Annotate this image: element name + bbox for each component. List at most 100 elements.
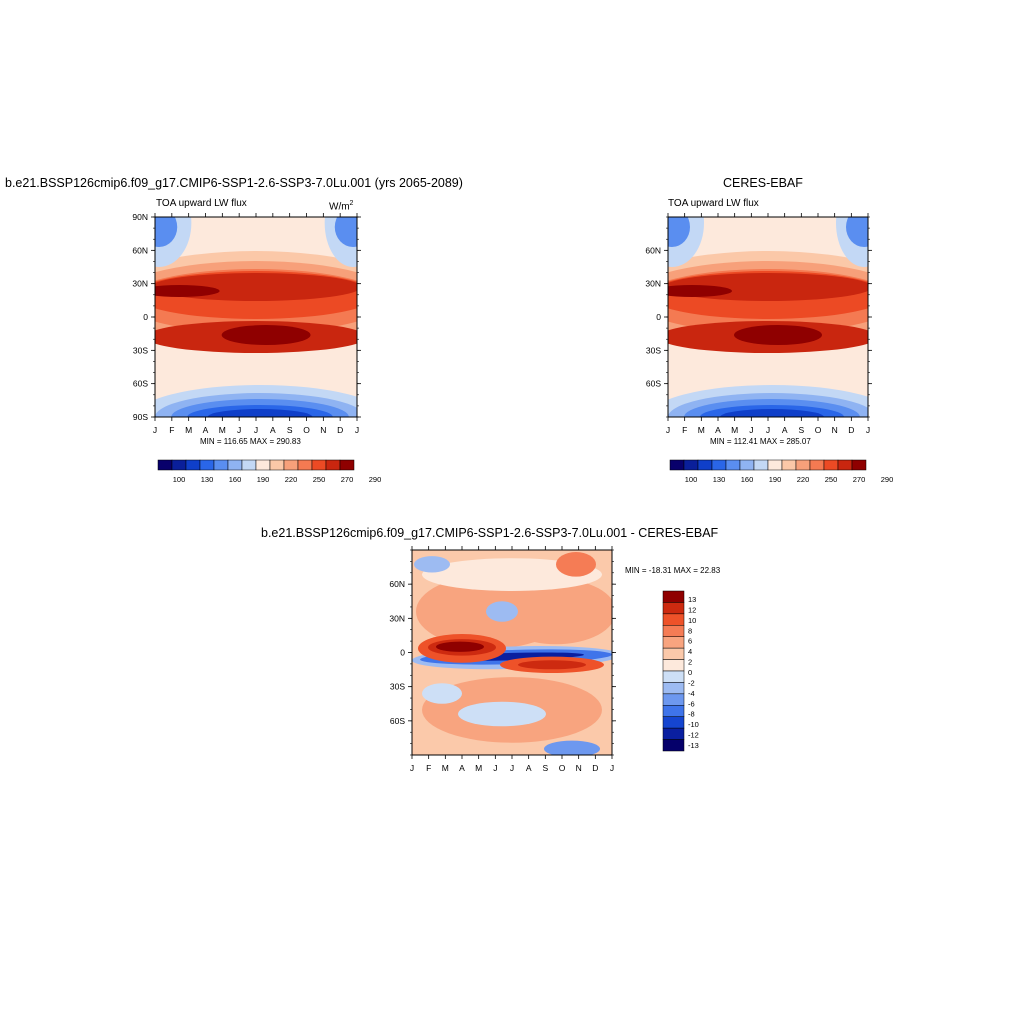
colorbar-label: 270 <box>341 475 354 484</box>
x-tick-label: M <box>442 763 449 773</box>
x-tick-label: N <box>576 763 582 773</box>
colorbar-label: -10 <box>688 720 699 729</box>
x-tick-label: A <box>526 763 532 773</box>
x-tick-label: F <box>426 763 431 773</box>
y-tick-label: 60S <box>646 379 661 389</box>
y-tick-label: 0 <box>143 312 148 322</box>
field-contour <box>518 660 586 670</box>
colorbar-label: 130 <box>201 475 214 484</box>
x-tick-label: M <box>185 425 192 435</box>
x-tick-label: J <box>749 425 753 435</box>
x-tick-label: M <box>731 425 738 435</box>
colorbar-swatch <box>311 459 327 471</box>
x-tick-label: A <box>203 425 209 435</box>
x-tick-label: J <box>766 425 770 435</box>
colorbar-swatch <box>662 602 685 615</box>
x-tick-label: S <box>798 425 804 435</box>
field-contour <box>496 578 612 645</box>
x-tick-label: J <box>410 763 414 773</box>
colorbar-label: 160 <box>741 475 754 484</box>
panel3-field <box>412 550 612 755</box>
colorbars-layer: 100 130 160 190 220 250 270 290 100 130 160 190 220 2… <box>157 459 894 752</box>
field-contour <box>221 325 311 345</box>
x-tick-label: A <box>459 763 465 773</box>
panel1-units-exp: 2 <box>349 200 354 207</box>
colorbar-swatch <box>199 459 215 471</box>
colorbar-swatch <box>297 459 313 471</box>
colorbar-swatch <box>851 459 867 471</box>
colorbar-swatch <box>711 459 727 471</box>
panel2-minmax: MIN = 112.41 MAX = 285.07 <box>710 437 811 446</box>
colorbar-swatch <box>662 659 685 672</box>
colorbar-swatch <box>683 459 699 471</box>
colorbar-swatch <box>795 459 811 471</box>
colorbar-swatch <box>325 459 341 471</box>
colorbar-label: -13 <box>688 741 699 750</box>
colorbar-swatch <box>739 459 755 471</box>
colorbar-swatch <box>662 636 685 649</box>
y-tick-label: 90N <box>132 212 148 222</box>
colorbar-label: -2 <box>688 678 695 687</box>
colorbar-swatch <box>725 459 741 471</box>
colorbar-label: 290 <box>881 475 894 484</box>
x-tick-label: F <box>682 425 687 435</box>
field-contour <box>734 325 822 345</box>
colorbar-label: 130 <box>713 475 726 484</box>
colorbar-label: 13 <box>688 595 696 604</box>
x-tick-label: O <box>303 425 310 435</box>
colorbar-swatch <box>753 459 769 471</box>
x-tick-label: A <box>782 425 788 435</box>
field-contour <box>155 285 220 297</box>
field-contour <box>668 217 690 247</box>
colorbar-label: 100 <box>173 475 186 484</box>
y-tick-label: 0 <box>400 648 405 658</box>
panel1-variable-label: TOA upward LW flux <box>156 198 247 209</box>
colorbar-swatch <box>662 727 685 740</box>
x-tick-label: J <box>610 763 614 773</box>
colorbar-label: 12 <box>688 605 696 614</box>
panel3-minmax: MIN = -18.31 MAX = 22.83 <box>625 566 721 575</box>
x-tick-label: M <box>475 763 482 773</box>
colorbar-label: 250 <box>825 475 838 484</box>
colorbar-label: 220 <box>797 475 810 484</box>
colorbar-swatch <box>171 459 187 471</box>
x-tick-label: S <box>542 763 548 773</box>
x-tick-label: M <box>698 425 705 435</box>
x-tick-label: J <box>510 763 514 773</box>
colorbar-label: 190 <box>257 475 270 484</box>
x-tick-label: D <box>848 425 854 435</box>
x-tick-label: J <box>237 425 241 435</box>
colorbar-swatch <box>823 459 839 471</box>
x-tick-label: J <box>866 425 870 435</box>
colorbar-label: -6 <box>688 699 695 708</box>
y-tick-label: 30S <box>133 345 148 355</box>
x-tick-label: A <box>270 425 276 435</box>
x-tick-label: D <box>337 425 343 435</box>
colorbar-swatch <box>697 459 713 471</box>
colorbar-swatch <box>662 693 685 706</box>
colorbar-swatch <box>662 590 685 603</box>
field-contour <box>414 556 450 573</box>
field-contour <box>668 285 732 297</box>
colorbar-swatch <box>213 459 229 471</box>
panel2-variable-label: TOA upward LW flux <box>668 198 759 209</box>
panel1-units-label: W/m2 <box>329 200 353 212</box>
y-tick-label: 90S <box>133 412 148 422</box>
colorbar-label: 220 <box>285 475 298 484</box>
y-tick-label: 60N <box>389 579 405 589</box>
colorbar-label: -8 <box>688 710 695 719</box>
colorbar-swatch <box>767 459 783 471</box>
colorbar-swatch <box>339 459 355 471</box>
colorbar-swatch <box>781 459 797 471</box>
field-contour <box>846 217 868 247</box>
x-tick-label: J <box>493 763 497 773</box>
colorbar-label: -4 <box>688 689 695 698</box>
y-tick-label: 60S <box>133 379 148 389</box>
colorbar-label: 2 <box>688 658 692 667</box>
colorbar-label: 4 <box>688 647 692 656</box>
x-tick-label: J <box>666 425 670 435</box>
field-contour <box>207 409 313 417</box>
y-tick-label: 30N <box>389 613 405 623</box>
colorbar-label: 10 <box>688 616 696 625</box>
